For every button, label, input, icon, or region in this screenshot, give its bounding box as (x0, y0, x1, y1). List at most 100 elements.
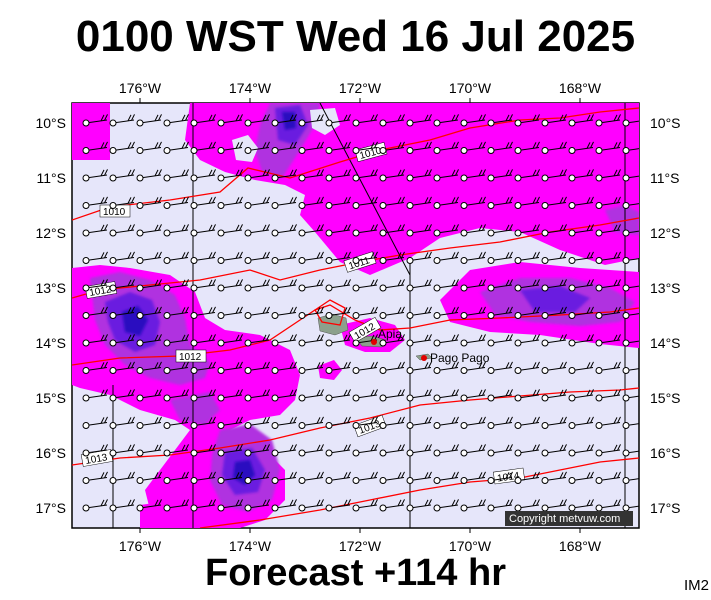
lon-label: 168°W (559, 538, 602, 554)
wind-barb (406, 196, 432, 209)
wind-barb (460, 444, 486, 457)
wind-barb (568, 224, 594, 237)
wind-barb (487, 224, 513, 237)
wind-barb (379, 416, 405, 429)
wind-barb (622, 119, 639, 127)
wind-barb (568, 279, 594, 292)
lat-label: 15°S (35, 390, 66, 406)
wind-barb (541, 499, 567, 512)
lon-label: 172°W (339, 80, 382, 96)
lat-label: 12°S (650, 225, 681, 241)
wind-barb (271, 279, 297, 292)
wind-barb (271, 334, 297, 347)
wind-barb (163, 196, 189, 209)
wind-barb (595, 141, 621, 154)
wind-barb (82, 361, 108, 374)
wind-barb (271, 114, 297, 127)
wind-barb (325, 169, 351, 182)
wind-barb (82, 114, 108, 127)
wind-barb (190, 444, 216, 457)
wind-barb (163, 224, 189, 237)
lat-label: 13°S (650, 280, 681, 296)
wind-barb (487, 471, 513, 484)
wind-barb (109, 196, 135, 209)
wind-barb (244, 471, 270, 484)
wind-barb (163, 416, 189, 429)
wind-barb (271, 389, 297, 402)
wind-barb (325, 471, 351, 484)
lon-label: 172°W (339, 538, 382, 554)
wind-barb (298, 169, 324, 182)
wind-barb (622, 229, 639, 237)
wind-barb (541, 114, 567, 127)
lat-label: 15°S (650, 390, 681, 406)
wind-barb (298, 361, 324, 374)
wind-barb (379, 114, 405, 127)
wind-barb (271, 141, 297, 154)
wind-barb (514, 196, 540, 209)
wind-barb (82, 389, 108, 402)
lat-label: 13°S (35, 280, 66, 296)
wind-barb (352, 224, 378, 237)
lat-label: 17°S (35, 500, 66, 516)
lat-label: 14°S (650, 335, 681, 351)
lon-label: 168°W (559, 80, 602, 96)
wind-barb (82, 196, 108, 209)
wind-barb (622, 284, 639, 292)
wind-barb (298, 416, 324, 429)
pago-pago-label: Pago Pago (430, 351, 490, 365)
wind-barb (163, 141, 189, 154)
wind-barb (514, 279, 540, 292)
wind-barb (487, 361, 513, 374)
savaii-island (317, 313, 349, 336)
wind-barb (406, 141, 432, 154)
wind-barb (406, 279, 432, 292)
copyright-box: Copyright metvuw.com (505, 511, 633, 526)
wind-barb (352, 114, 378, 127)
lat-label: 11°S (37, 170, 66, 186)
wind-barb (514, 471, 540, 484)
wind-barb (514, 251, 540, 264)
wind-barb (82, 279, 108, 292)
wind-barb (271, 361, 297, 374)
wind-barb (460, 471, 486, 484)
wind-barb (487, 141, 513, 154)
apia-marker (371, 339, 377, 345)
wind-barb (217, 141, 243, 154)
wind-barb (109, 224, 135, 237)
wind-barb (595, 196, 621, 209)
wind-barb (406, 389, 432, 402)
wind-barb (190, 224, 216, 237)
wind-barb (595, 334, 621, 347)
wind-barb (217, 114, 243, 127)
wind-barb (244, 444, 270, 457)
wind-barb (244, 361, 270, 374)
wind-barb (109, 444, 135, 457)
wind-barb (136, 361, 162, 374)
wind-barb (460, 361, 486, 374)
wind-barb (487, 416, 513, 429)
wind-barb (406, 169, 432, 182)
lon-label: 174°W (229, 80, 272, 96)
wind-barb (136, 416, 162, 429)
wind-barb (136, 279, 162, 292)
wind-barb (163, 361, 189, 374)
wind-barb (190, 416, 216, 429)
wind-barb (163, 334, 189, 347)
wind-barb (136, 389, 162, 402)
wind-barb (541, 279, 567, 292)
wind-barb (190, 361, 216, 374)
wind-barb (109, 169, 135, 182)
wind-barb (622, 174, 639, 182)
wind-barb (352, 169, 378, 182)
wind-barb (568, 416, 594, 429)
wind-barb (568, 114, 594, 127)
wind-barb (82, 251, 108, 264)
wind-barb (595, 361, 621, 374)
wind-barb (325, 114, 351, 127)
wind-barb (298, 224, 324, 237)
wind-barb (163, 471, 189, 484)
svg-text:1013: 1013 (84, 452, 108, 467)
wind-barb (595, 444, 621, 457)
wind-barb (406, 444, 432, 457)
